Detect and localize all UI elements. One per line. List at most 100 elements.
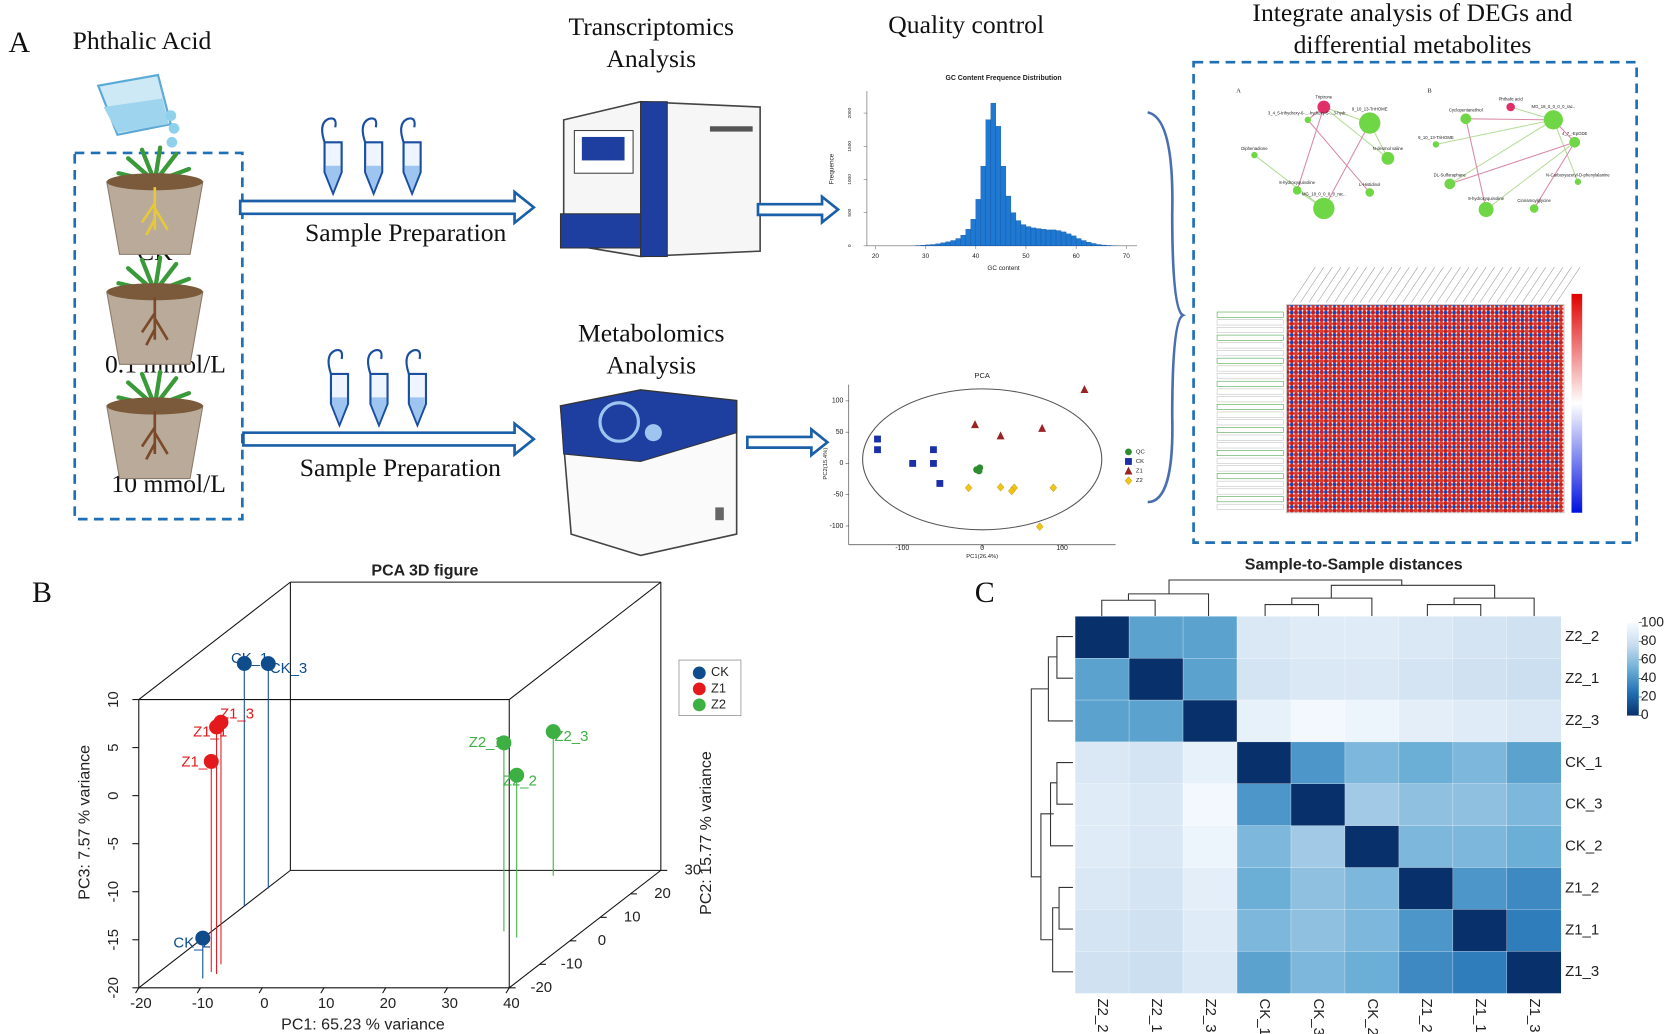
heatmap-cell [1128,951,1184,994]
illustration [1101,579,1535,617]
tube-cap [327,349,344,375]
matrix-row-label [1216,488,1284,495]
heatmap-cell [1128,658,1184,701]
heatmap-cell [1128,909,1184,952]
point-label: Z1_3 [220,706,254,723]
z-tick-label: 10 [105,691,122,708]
step-label: Metabolomics [578,318,725,347]
x-tick-label: 70 [1123,253,1131,260]
heatmap-cell [1452,909,1508,952]
heatmap-cell [1290,658,1346,701]
histogram-bar [935,243,941,246]
matrix-column-label [1368,267,1393,303]
heatmap-cell [1236,658,1292,701]
matrix-column-label [1359,267,1384,303]
colorbar-label: 60 [1641,651,1657,667]
matrix-column-label [1334,267,1359,303]
illustration [1217,310,1283,511]
heatmap-cell [1398,867,1454,910]
histogram-bar [1096,244,1102,246]
panel-label: C [975,576,995,609]
tube-cap [361,117,378,143]
illustration [73,60,1638,973]
heatmap-cell [1128,867,1184,910]
colorbar-label: 20 [1641,688,1657,704]
heatmap-cell [1398,783,1454,827]
illustration [1192,60,1638,544]
node-label: 4_7_-EpODE [1562,131,1588,136]
y-tick-label: 100 [832,398,844,405]
chart-title: PCA [975,371,990,380]
matrix-row-label [1216,342,1284,349]
legend-marker [692,698,706,712]
point [195,930,211,946]
histogram-bar [995,126,1002,246]
matrix-column-label [1385,267,1410,303]
heatmap-cell [1128,699,1184,743]
heatmap-cell [1074,909,1130,952]
tube-cap [405,349,422,375]
matrix-row-label [1216,450,1284,456]
plant [116,255,192,294]
matrix-row-label [1216,350,1284,357]
tick-mark [320,987,325,994]
network-edge [1296,106,1325,191]
heatmap-cell [1344,867,1400,910]
histogram-bar [1091,243,1097,246]
x-tick-label: -10 [192,995,214,1012]
illustration [640,101,668,258]
x-tick-label: 10 [318,995,335,1012]
illustration [165,110,177,121]
z-tick-label: -15 [105,929,122,951]
node-label: DL-Sulforaphane [1434,172,1467,177]
network-edge [1485,141,1576,210]
step-label: Sample Preparation [300,453,501,482]
network-node [1478,202,1494,218]
matrix-column-label [1496,267,1521,303]
soil [106,397,203,415]
heatmap-cell [1182,699,1238,743]
colorbar [1627,622,1639,716]
node-label: Phthalic acid [1499,97,1524,102]
heatmap-cell [1398,699,1454,743]
step-label: Sample Preparation [305,218,506,247]
point-label: Z2_2 [503,773,537,790]
network-edge [1435,119,1554,145]
heatmap-cell [1506,658,1562,701]
histogram-bar [970,219,976,246]
histogram-bar [1055,230,1062,246]
network-node [1460,113,1472,125]
tube-liquid [366,165,382,192]
chart-title: Sample-to-Sample distances [1245,556,1463,573]
histogram-bar [1070,235,1077,246]
tube-liquid [404,165,420,192]
network-node [1365,188,1375,197]
matrix-column-label [1547,267,1572,303]
matrix-column-label [1522,267,1547,303]
histogram-bar [1050,229,1057,246]
node-label: L-Histidinol [1359,182,1380,187]
heatmap-cell [1182,825,1238,869]
tube-cap [400,117,416,143]
node-label: Cyclopentanethiol [1449,107,1483,112]
matrix-column-label [1291,267,1316,303]
histogram-bar [1020,224,1027,246]
histogram-bar [930,244,936,246]
histogram-bar [1101,244,1107,246]
point [936,480,944,487]
point [209,719,225,735]
tube-liquid [371,397,387,424]
column-label: Z2_2 [1094,998,1111,1032]
heatmap-cell [1074,825,1130,869]
illustration [1571,293,1583,513]
network-node [1543,110,1563,130]
matrix-row-label [1216,396,1284,403]
step-label: Integrate analysis of DEGs and [1252,0,1572,27]
histogram-bar [955,238,961,246]
node-label: MG_18_0_0_0_0_rac.. [1302,192,1346,197]
z-tick-label: 0 [105,791,122,799]
matrix-column-label [1453,267,1478,303]
heatmap-cell [1398,658,1454,701]
point-label: Z2_1 [469,734,503,751]
